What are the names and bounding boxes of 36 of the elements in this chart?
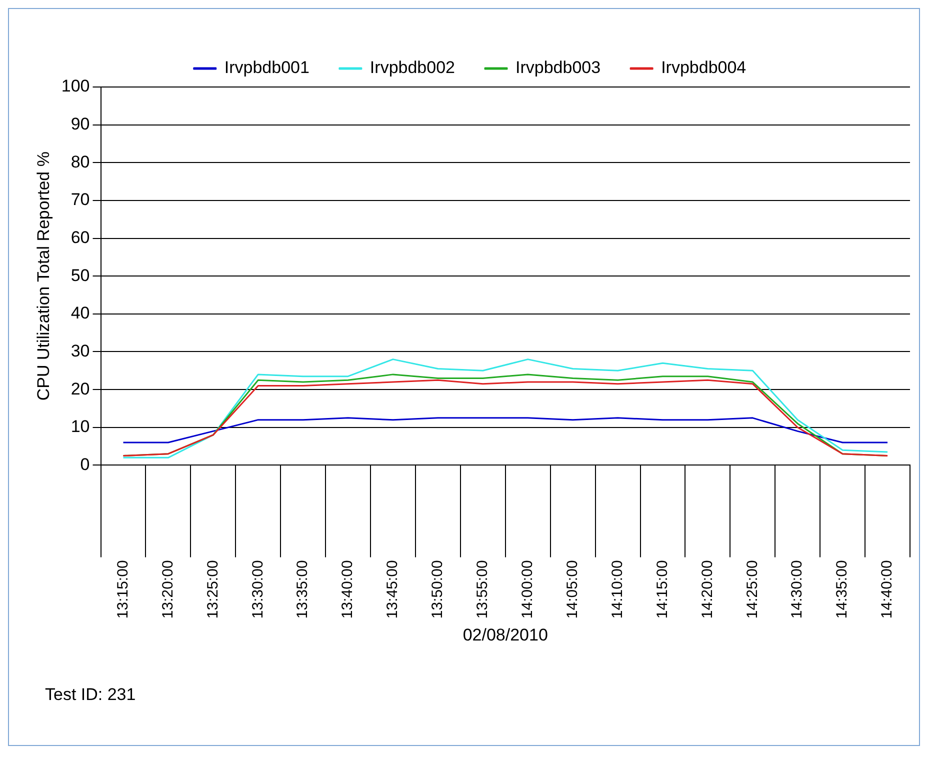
y-tick-label: 10 (70, 417, 90, 436)
x-tick-label: 14:20:00 (698, 560, 716, 619)
x-tick-label: 13:40:00 (339, 560, 356, 619)
x-tick-label: 13:55:00 (474, 560, 492, 619)
x-tick-label: 13:20:00 (159, 560, 176, 619)
x-tick-label: 14:30:00 (788, 560, 806, 619)
y-tick-label: 100 (61, 76, 90, 96)
x-tick-label: 13:15:00 (114, 560, 132, 619)
x-tick-label: 13:30:00 (249, 560, 266, 619)
y-tick-label: 40 (70, 304, 90, 323)
x-tick-label: 14:00:00 (519, 560, 536, 619)
x-tick-label: 13:25:00 (204, 560, 222, 619)
y-tick-label: 20 (70, 379, 90, 398)
x-tick-label: 13:50:00 (429, 560, 446, 619)
x-axis-title: 02/08/2010 (462, 625, 548, 644)
legend-label: Irvpbdb002 (370, 58, 456, 78)
x-tick-label: 14:05:00 (564, 560, 581, 619)
x-tick-label: 14:25:00 (744, 560, 761, 619)
y-tick-label: 0 (80, 454, 90, 474)
x-tick-label: 14:35:00 (834, 560, 851, 619)
legend-label: Irvpbdb004 (661, 58, 746, 78)
text: Test ID: 231 (45, 685, 136, 705)
y-tick-label: 90 (70, 114, 90, 134)
y-tick-label: 80 (70, 152, 90, 172)
y-axis-title: CPU Utilization Total Reported % (34, 152, 53, 401)
legend-label: Irvpbdb001 (224, 58, 310, 78)
x-tick-label: 14:10:00 (608, 560, 626, 619)
y-tick-label: 30 (70, 341, 90, 360)
legend-label: Irvpbdb003 (516, 58, 601, 78)
y-tick-label: 50 (70, 266, 90, 285)
y-tick-label: 70 (70, 190, 90, 210)
x-tick-label: 13:45:00 (384, 560, 402, 619)
x-tick-label: 14:15:00 (654, 560, 671, 619)
x-tick-label: 14:40:00 (878, 560, 896, 619)
x-tick-label: 13:35:00 (294, 560, 312, 619)
y-tick-label: 60 (70, 228, 90, 247)
